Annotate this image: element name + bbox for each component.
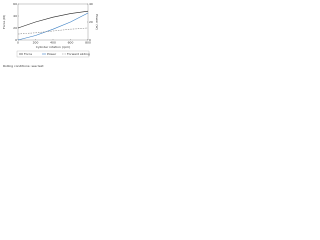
y-tick-label: 40 (13, 14, 17, 18)
series-line (17, 10, 89, 29)
legend-label: Forward sliding (67, 52, 90, 56)
y2-axis-label: Power (W) (95, 14, 99, 29)
y2-tick-label: 40 (89, 2, 93, 6)
chart: Force (N) Power (W) Cylinder rotation (r… (0, 0, 100, 73)
x-tick-label: 400 (50, 41, 56, 45)
x-tick-label: 600 (68, 41, 74, 45)
legend-label: Force (24, 52, 32, 56)
legend-box (16, 50, 90, 58)
y-axis-label: Force (N) (2, 15, 6, 29)
x-tick-label: 200 (33, 41, 39, 45)
legend-label: Power (47, 52, 57, 56)
x-tick-label: 800 (85, 41, 91, 45)
x-tick-label: 0 (17, 41, 19, 45)
series-line (17, 12, 89, 41)
y2-tick-label: 20 (89, 20, 93, 24)
y-tick-label: 20 (13, 26, 17, 30)
x-axis-label: Cylinder rotation (rpm) (36, 45, 71, 49)
y-tick-label: 60 (13, 2, 17, 6)
note: Rolling conditions: see text (3, 64, 44, 68)
series-line (17, 27, 89, 35)
y-tick-label: 0 (15, 38, 17, 42)
y2-tick-label: 0 (89, 38, 91, 42)
background (0, 0, 100, 73)
